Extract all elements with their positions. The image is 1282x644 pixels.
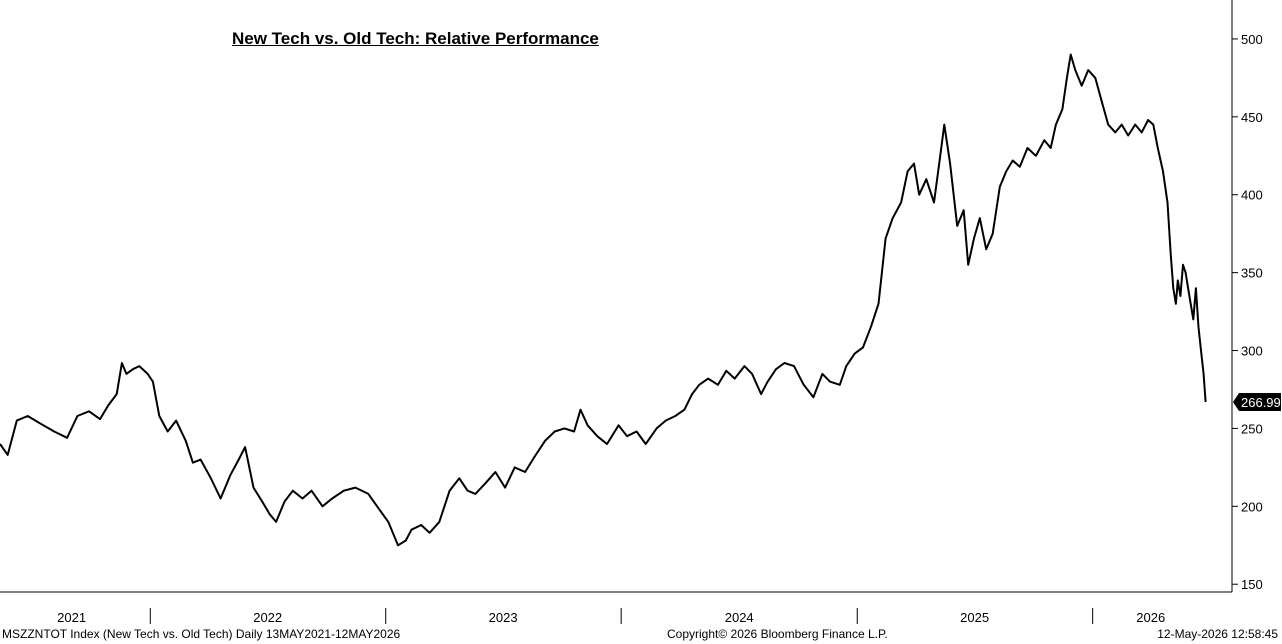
y-tick-label: 450 (1241, 110, 1263, 125)
chart-axes (0, 0, 1233, 593)
x-axis-ticks: 2021 2022 2023 2024 2025 2026 (57, 608, 1165, 625)
x-tick-label: 2024 (725, 610, 754, 625)
x-tick-label: 2021 (57, 610, 86, 625)
x-tick-label: 2026 (1136, 610, 1165, 625)
y-tick-label: 500 (1241, 32, 1263, 47)
x-tick-label: 2022 (253, 610, 282, 625)
footer-source: MSZZNTOT Index (New Tech vs. Old Tech) D… (2, 627, 401, 641)
y-tick-label: 300 (1241, 344, 1263, 359)
x-tick-label: 2025 (960, 610, 989, 625)
y-tick-label: 400 (1241, 188, 1263, 203)
x-tick-label: 2023 (489, 610, 518, 625)
y-tick-label: 350 (1241, 266, 1263, 281)
chart-title: New Tech vs. Old Tech: Relative Performa… (232, 29, 599, 48)
last-value-label: 266.99 (1233, 392, 1281, 411)
footer-copyright: Copyright© 2026 Bloomberg Finance L.P. (667, 627, 888, 641)
footer-timestamp: 12-May-2026 12:58:45 (1157, 627, 1278, 641)
y-tick-label: 200 (1241, 499, 1263, 514)
last-value-tag (1233, 392, 1281, 411)
y-axis-ticks: 150 200 250 300 350 400 450 500 (1232, 32, 1263, 592)
y-tick-label: 250 (1241, 421, 1263, 436)
last-value-text: 266.99 (1241, 395, 1281, 410)
series-line (0, 53, 1207, 547)
y-tick-label: 150 (1241, 577, 1263, 592)
